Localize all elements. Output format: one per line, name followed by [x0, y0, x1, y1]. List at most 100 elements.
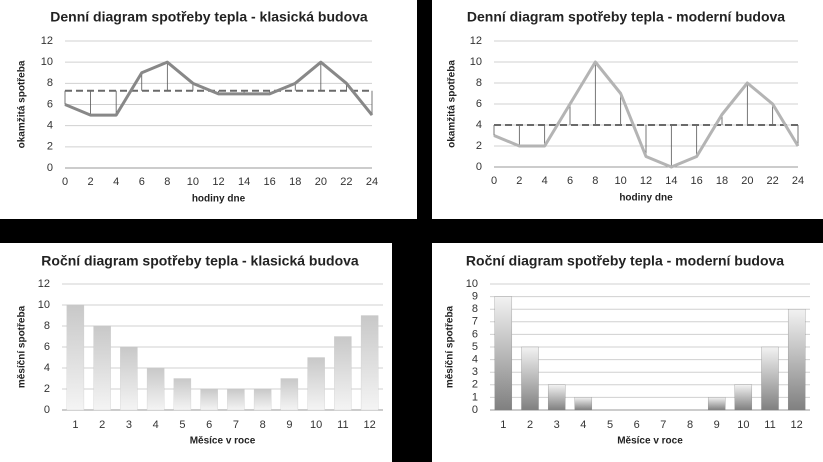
x-tick-label: 8 — [687, 419, 693, 431]
x-tick-label: 9 — [714, 419, 720, 431]
x-axis-title: hodiny dne — [619, 193, 673, 204]
bar — [200, 388, 218, 411]
x-tick-label: 7 — [660, 419, 666, 431]
y-tick-label: 1 — [472, 391, 478, 403]
y-tick-label: 8 — [472, 303, 478, 315]
y-tick-label: 6 — [47, 98, 53, 110]
x-tick-label: 1 — [72, 419, 78, 431]
x-tick-label: 6 — [206, 419, 212, 431]
bar — [574, 397, 593, 411]
bar — [734, 384, 753, 411]
x-tick-label: 2 — [88, 176, 94, 188]
x-tick-label: 2 — [99, 419, 105, 431]
y-tick-label: 0 — [47, 162, 53, 174]
y-tick-label: 10 — [41, 56, 53, 68]
x-tick-label: 10 — [737, 419, 749, 431]
x-tick-label: 11 — [764, 419, 775, 431]
chart-title: Roční diagram spotřeby tepla - moderní b… — [466, 253, 784, 269]
bar — [173, 378, 192, 411]
y-tick-label: 10 — [466, 278, 478, 290]
bar — [761, 346, 779, 411]
y-tick-label: 6 — [476, 98, 482, 110]
y-tick-label: 8 — [47, 77, 53, 89]
x-tick-label: 14 — [665, 175, 677, 187]
y-tick-label: 4 — [44, 362, 50, 374]
x-tick-label: 4 — [542, 175, 548, 187]
y-tick-label: 10 — [470, 56, 482, 68]
x-tick-label: 1 — [500, 419, 506, 431]
chart-title: Denní diagram spotřeby tepla - moderní b… — [467, 9, 785, 25]
bar — [146, 367, 165, 411]
x-tick-label: 10 — [187, 176, 199, 188]
x-axis-title: Měsíce v roce — [617, 436, 683, 447]
chart-title: Denní diagram spotřeby tepla - klasická … — [50, 9, 368, 25]
y-tick-label: 8 — [44, 320, 50, 332]
x-tick-label: 12 — [212, 176, 224, 188]
bar — [66, 304, 85, 411]
x-tick-label: 5 — [607, 419, 613, 431]
y-tick-label: 0 — [472, 404, 478, 416]
x-tick-label: 12 — [640, 175, 652, 187]
x-tick-label: 18 — [289, 176, 301, 188]
x-tick-label: 10 — [310, 419, 322, 431]
x-tick-label: 0 — [62, 176, 68, 188]
bar — [120, 346, 138, 411]
x-tick-label: 4 — [580, 419, 586, 431]
y-axis-title: měsíční spotřeba — [445, 305, 456, 388]
y-tick-label: 4 — [472, 354, 478, 366]
x-tick-label: 11 — [337, 419, 348, 431]
x-tick-label: 16 — [691, 175, 703, 187]
y-tick-label: 0 — [44, 404, 50, 416]
x-tick-label: 6 — [567, 175, 573, 187]
x-tick-label: 2 — [516, 175, 522, 187]
y-tick-label: 8 — [476, 77, 482, 89]
bar — [547, 384, 566, 411]
y-tick-label: 12 — [41, 35, 53, 47]
y-tick-label: 12 — [470, 35, 482, 47]
x-axis-title: hodiny dne — [192, 194, 246, 205]
y-tick-label: 6 — [44, 341, 50, 353]
x-tick-label: 8 — [592, 175, 598, 187]
bar — [227, 388, 245, 411]
y-tick-label: 9 — [472, 291, 478, 303]
bar — [93, 325, 111, 411]
y-axis-title: měsíční spotřeba — [17, 305, 28, 388]
bar — [521, 346, 539, 411]
x-tick-label: 20 — [741, 175, 753, 187]
y-tick-label: 4 — [47, 120, 53, 132]
x-tick-label: 5 — [179, 419, 185, 431]
x-tick-label: 4 — [153, 419, 159, 431]
y-tick-label: 10 — [38, 299, 50, 311]
panel — [0, 0, 417, 219]
x-tick-label: 2 — [527, 419, 533, 431]
bar — [334, 336, 352, 411]
bar — [787, 309, 806, 411]
bar — [280, 378, 299, 411]
y-tick-label: 2 — [44, 383, 50, 395]
panel — [0, 243, 392, 462]
x-tick-label: 4 — [113, 176, 119, 188]
y-tick-label: 5 — [472, 341, 478, 353]
bar — [707, 397, 726, 411]
y-axis-title: okamžitá spotřeba — [17, 60, 28, 148]
y-axis-title: okamžitá spotřeba — [447, 60, 458, 148]
y-tick-label: 0 — [476, 161, 482, 173]
x-tick-label: 9 — [286, 419, 292, 431]
bar — [307, 357, 325, 411]
y-tick-label: 2 — [47, 141, 53, 153]
x-tick-label: 0 — [491, 175, 497, 187]
y-tick-label: 4 — [476, 119, 482, 131]
x-tick-label: 10 — [615, 175, 627, 187]
chart-title: Roční diagram spotřeby tepla - klasická … — [41, 253, 359, 269]
bar — [360, 315, 379, 411]
x-axis-title: Měsíce v roce — [190, 436, 256, 447]
x-tick-label: 6 — [634, 419, 640, 431]
bar — [494, 296, 513, 411]
x-tick-label: 6 — [139, 176, 145, 188]
x-tick-label: 12 — [364, 419, 376, 431]
x-tick-label: 8 — [260, 419, 266, 431]
x-tick-label: 18 — [716, 175, 728, 187]
x-tick-label: 16 — [264, 176, 276, 188]
x-tick-label: 24 — [792, 175, 804, 187]
